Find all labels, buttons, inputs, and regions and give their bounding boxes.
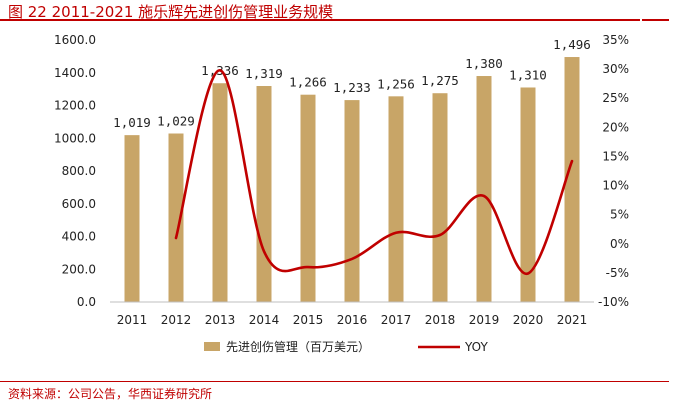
bar — [344, 100, 360, 302]
bar — [520, 87, 536, 302]
left-tick-label: 0.0 — [77, 295, 96, 309]
bar-value-label: 1,496 — [553, 37, 591, 52]
left-tick-label: 800.0 — [62, 164, 96, 178]
source-note: 资料来源：公司公告，华西证券研究所 — [8, 387, 213, 401]
left-axis-ticks: 0.0 200.0 400.0 600.0 800.0 1000.0 1200.0 1400.… — [54, 33, 96, 309]
bar — [124, 135, 140, 302]
page-title: 图 22 2011-2021 施乐辉先进创伤管理业务规模 — [8, 3, 334, 21]
title-rule-tail — [642, 19, 669, 21]
right-tick-label: -5% — [606, 266, 629, 280]
title-rule — [0, 19, 640, 21]
right-tick-label: 5% — [610, 208, 629, 222]
x-axis-ticks: 2011 2012 2013 2014 2015 2016 2017 2018 2019 2020… — [117, 313, 588, 327]
right-tick-label: 20% — [602, 120, 629, 134]
bar — [432, 93, 448, 302]
bar-value-label: 1,019 — [113, 115, 151, 130]
legend: 先进创伤管理（百万美元） YOY — [204, 339, 488, 354]
legend-line-label: YOY — [464, 340, 488, 354]
bar — [388, 96, 404, 302]
x-tick-label: 2020 — [513, 313, 544, 327]
footer-rule — [0, 381, 669, 382]
right-tick-label: 35% — [602, 33, 629, 47]
bar-value-label: 1,275 — [421, 73, 459, 88]
yoy-line — [174, 69, 574, 275]
left-tick-label: 1400.0 — [54, 66, 96, 80]
right-tick-label: 15% — [602, 149, 629, 163]
bar — [564, 57, 580, 302]
x-tick-label: 2012 — [161, 313, 192, 327]
left-tick-label: 600.0 — [62, 197, 96, 211]
left-tick-label: 400.0 — [62, 230, 96, 244]
bar — [168, 133, 184, 302]
right-tick-label: 0% — [610, 237, 629, 251]
x-tick-label: 2015 — [293, 313, 324, 327]
x-tick-label: 2016 — [337, 313, 368, 327]
bar-value-label: 1,380 — [465, 56, 503, 71]
x-tick-label: 2019 — [469, 313, 500, 327]
bar — [212, 83, 228, 302]
left-tick-label: 200.0 — [62, 262, 96, 276]
x-tick-label: 2014 — [249, 313, 280, 327]
left-tick-label: 1000.0 — [54, 131, 96, 145]
bar-series — [124, 57, 580, 303]
bar-value-label: 1,256 — [377, 76, 415, 91]
bar-value-label: 1,310 — [509, 67, 547, 82]
right-axis-ticks: -10% -5% 0% 5% 10% 15% 20% 25% 30% 35% — [598, 33, 629, 309]
bar — [300, 94, 316, 302]
right-tick-label: -10% — [598, 295, 629, 309]
x-tick-label: 2013 — [205, 313, 236, 327]
x-tick-label: 2018 — [425, 313, 456, 327]
legend-bar-label: 先进创伤管理（百万美元） — [226, 339, 370, 354]
x-tick-label: 2017 — [381, 313, 412, 327]
right-tick-label: 25% — [602, 91, 629, 105]
bar-value-label: 1,233 — [333, 80, 371, 95]
x-tick-label: 2021 — [557, 313, 588, 327]
legend-bar-swatch — [204, 342, 220, 351]
bar-value-label: 1,029 — [157, 114, 195, 129]
bar — [256, 86, 272, 302]
bar-value-label: 1,319 — [245, 66, 283, 81]
right-tick-label: 10% — [602, 179, 629, 193]
bar — [476, 76, 492, 303]
left-tick-label: 1600.0 — [54, 33, 96, 47]
right-tick-label: 30% — [602, 62, 629, 76]
left-tick-label: 1200.0 — [54, 99, 96, 113]
bar-value-label: 1,266 — [289, 75, 327, 90]
x-tick-label: 2011 — [117, 313, 148, 327]
